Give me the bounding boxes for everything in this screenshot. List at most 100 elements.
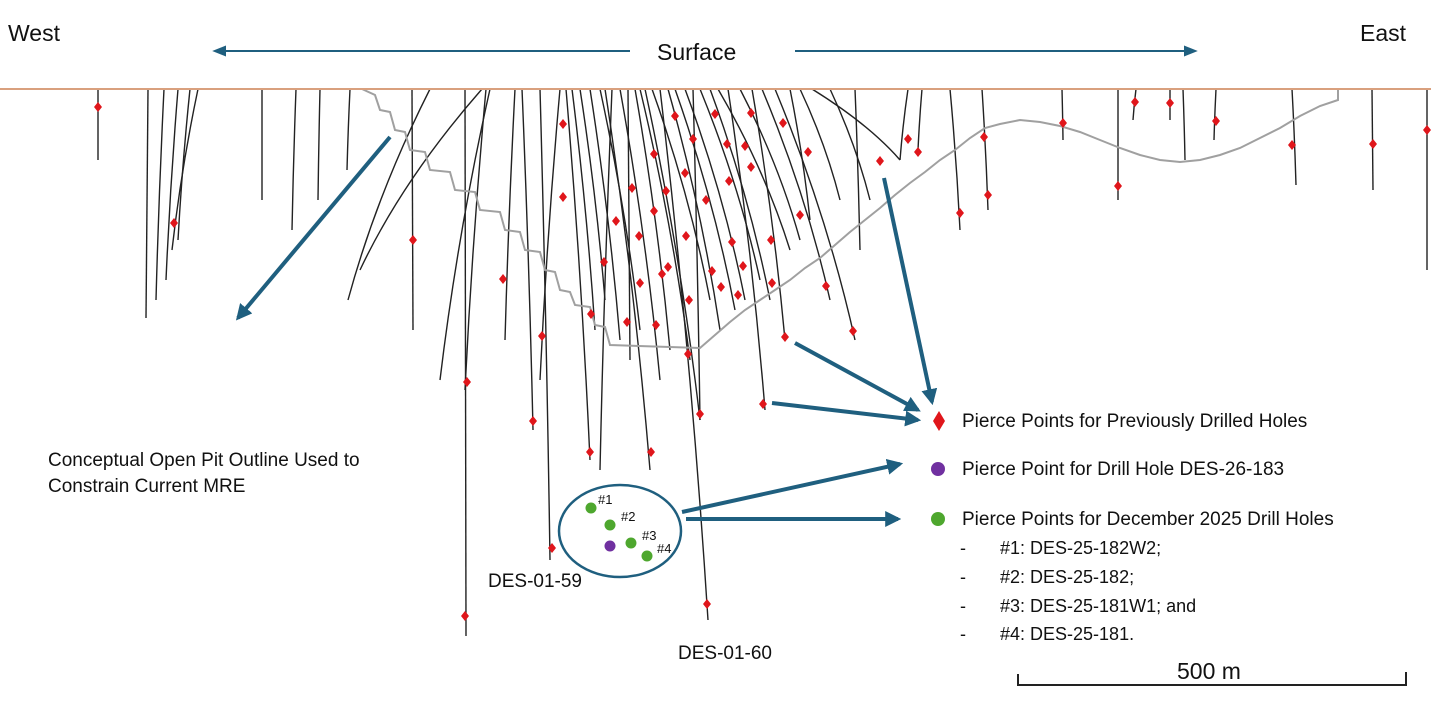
pierce-point-previous — [671, 111, 679, 121]
drill-hole-trace — [317, 88, 321, 201]
pierce-point-previous — [587, 309, 595, 319]
legend-purple-circle-icon — [931, 462, 945, 476]
pit-outline-label-line2: Constrain Current MRE — [48, 476, 246, 497]
pierce-point-previous — [461, 611, 469, 621]
drill-hole-trace — [761, 88, 831, 301]
pierce-point-previous — [463, 377, 471, 387]
drill-hole-trace — [1061, 88, 1064, 141]
drill-hole-trace — [1291, 88, 1297, 186]
drill-hole-trace — [291, 88, 297, 231]
surface-label: Surface — [657, 39, 737, 65]
pierce-point-previous — [759, 399, 767, 409]
pierce-point-previous — [822, 281, 830, 291]
pierce-point-previous — [779, 118, 787, 128]
legend-sub-item: - #1: DES-25-182W2; — [960, 538, 1162, 558]
pierce-point-previous — [559, 192, 567, 202]
pierce-point-previous — [559, 119, 567, 129]
point-label-2: #2 — [621, 509, 636, 524]
drill-hole-trace — [829, 88, 871, 201]
pierce-point-previous — [741, 141, 749, 151]
pierce-point-previous — [409, 235, 417, 245]
pierce-point-previous — [725, 176, 733, 186]
legend-red-diamond-icon — [933, 411, 945, 431]
pierce-point-3 — [625, 537, 637, 549]
point-label-1: #1 — [598, 492, 613, 507]
drill-hole-trace — [464, 88, 467, 637]
pierce-point-previous — [1114, 181, 1122, 191]
drill-hole-trace — [799, 88, 841, 201]
drill-hole-trace — [1371, 88, 1374, 191]
drill-hole-trace — [811, 88, 901, 161]
drill-hole-trace — [599, 88, 641, 331]
scale-bar-label: 500 m — [1177, 658, 1241, 684]
drill-hole-trace — [619, 88, 661, 381]
pierce-point-previous — [650, 206, 658, 216]
drill-hole-trace — [155, 88, 165, 301]
pierce-point-previous — [1369, 139, 1377, 149]
pierce-point-previous — [980, 132, 988, 142]
pit-outline-label-line1: Conceptual Open Pit Outline Used to — [48, 450, 360, 471]
pierce-point-previous — [1423, 125, 1431, 135]
pierce-point-previous — [529, 416, 537, 426]
drill-hole-trace — [539, 88, 561, 381]
pierce-points-previous — [94, 97, 1431, 621]
drill-hole-trace — [644, 88, 701, 421]
pierce-point-previous — [1131, 97, 1139, 107]
pierce-point-previous — [689, 134, 697, 144]
pierce-point-previous — [904, 134, 912, 144]
pierce-point-previous — [804, 147, 812, 157]
pierce-point-previous — [702, 195, 710, 205]
pierce-point-previous — [849, 326, 857, 336]
east-label: East — [1360, 20, 1407, 46]
pit-callout-arrow — [235, 135, 392, 321]
pierce-point-previous — [662, 186, 670, 196]
drill-hole-trace — [699, 88, 761, 281]
pierce-point-previous — [636, 278, 644, 288]
drill-hole-trace — [571, 88, 596, 331]
legend-arrow-2 — [794, 341, 921, 412]
drill-hole-trace — [709, 88, 771, 301]
pierce-point-previous — [94, 102, 102, 112]
pierce-point-previous — [708, 266, 716, 276]
pierce-point-previous — [682, 231, 690, 241]
drill-holes — [97, 88, 1428, 637]
drill-hole-trace — [604, 88, 651, 471]
pierce-point-previous — [703, 599, 711, 609]
point-label-3: #3 — [642, 528, 657, 543]
drill-hole-trace — [692, 88, 701, 421]
west-label: West — [8, 20, 60, 46]
pierce-point-previous — [1059, 118, 1067, 128]
drill-hole-trace — [165, 88, 179, 281]
pierce-point-previous — [612, 216, 620, 226]
drill-hole-trace — [565, 88, 591, 461]
drill-hole-trace — [464, 88, 487, 391]
drill-hole-trace — [346, 88, 351, 171]
pierce-point-previous — [768, 278, 776, 288]
drill-hole-trace — [599, 88, 613, 471]
hole-label-des-01-59: DES-01-59 — [488, 571, 582, 592]
pierce-point-previous — [1288, 140, 1296, 150]
pierce-point-previous — [681, 168, 689, 178]
pierce-point-previous — [717, 282, 725, 292]
pierce-point-previous — [984, 190, 992, 200]
legend-arrow-1 — [882, 177, 938, 406]
drill-hole-trace — [727, 88, 766, 411]
drill-hole-trace — [854, 88, 861, 251]
pierce-point-previous — [723, 139, 731, 149]
drill-hole-trace — [539, 88, 551, 561]
pierce-point-previous — [747, 108, 755, 118]
legend-label-december-2025: Pierce Points for December 2025 Drill Ho… — [962, 509, 1334, 530]
pierce-point-previous — [876, 156, 884, 166]
drill-hole-trace — [789, 88, 811, 221]
pierce-point-previous — [1166, 98, 1174, 108]
drill-hole-trace — [1213, 88, 1217, 141]
pierce-point-previous — [684, 349, 692, 359]
scale-bar — [1017, 672, 1407, 686]
legend-sub-item: - #3: DES-25-181W1; and — [960, 596, 1197, 616]
pierce-point-previous — [696, 409, 704, 419]
pierce-point-previous — [664, 262, 672, 272]
legend-sub-item: - #4: DES-25-181. — [960, 624, 1135, 644]
pierce-point-previous — [623, 317, 631, 327]
drill-hole-trace — [347, 88, 431, 301]
